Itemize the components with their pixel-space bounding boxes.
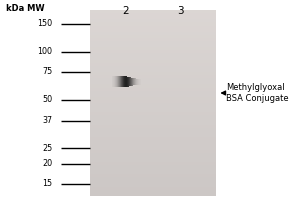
Text: 2: 2 [123,6,129,16]
Bar [90,44,216,47]
Bar [90,118,216,122]
Bar [90,137,216,140]
Bar [90,69,216,72]
Bar [90,32,216,35]
Bar [90,63,216,66]
Bar [90,103,216,106]
Bar [90,122,216,125]
Text: Methylglyoxal
BSA Conjugate: Methylglyoxal BSA Conjugate [226,83,289,103]
Bar [90,22,216,25]
Bar [90,174,216,177]
Bar [90,91,216,94]
Text: 37: 37 [42,116,52,125]
Bar [90,115,216,118]
Bar [90,125,216,128]
Text: 150: 150 [38,19,52,28]
Bar [90,94,216,97]
Text: 3: 3 [177,6,183,16]
Bar [90,140,216,143]
Text: 25: 25 [42,144,52,153]
Bar [90,177,216,180]
Bar [90,53,216,56]
Bar [90,56,216,60]
Bar [90,109,216,112]
Bar [90,66,216,69]
Bar [90,146,216,150]
Bar [90,19,216,22]
Bar [90,35,216,38]
Bar [90,159,216,162]
Bar [90,143,216,146]
Bar [90,97,216,100]
Bar [90,168,216,171]
Bar [90,100,216,103]
Text: 50: 50 [42,95,52,104]
Text: 75: 75 [42,67,52,76]
Bar [90,153,216,156]
Text: 100: 100 [38,47,52,56]
Bar [90,81,216,84]
Bar [90,50,216,53]
Bar [90,193,216,196]
Bar [90,10,216,13]
Bar [90,112,216,115]
Bar [90,165,216,168]
Bar [90,134,216,137]
Bar [90,88,216,91]
Bar [90,190,216,193]
Bar [90,72,216,75]
Bar [90,128,216,131]
Bar [90,184,216,187]
Bar [90,25,216,29]
Bar [90,106,216,109]
Text: kDa MW: kDa MW [6,4,45,13]
Bar [90,75,216,78]
Bar [90,131,216,134]
Bar [90,171,216,174]
Bar [90,78,216,81]
Bar [90,38,216,41]
Bar [90,47,216,50]
Bar [90,180,216,184]
Bar [90,187,216,190]
Text: 20: 20 [42,159,52,168]
Bar [90,84,216,88]
Bar [90,162,216,165]
Bar [90,41,216,44]
Text: 15: 15 [42,179,52,188]
Bar [90,29,216,32]
Bar [90,156,216,159]
Bar [90,10,216,196]
Bar [90,16,216,19]
Bar [90,150,216,153]
Bar [90,13,216,16]
Bar [90,60,216,63]
